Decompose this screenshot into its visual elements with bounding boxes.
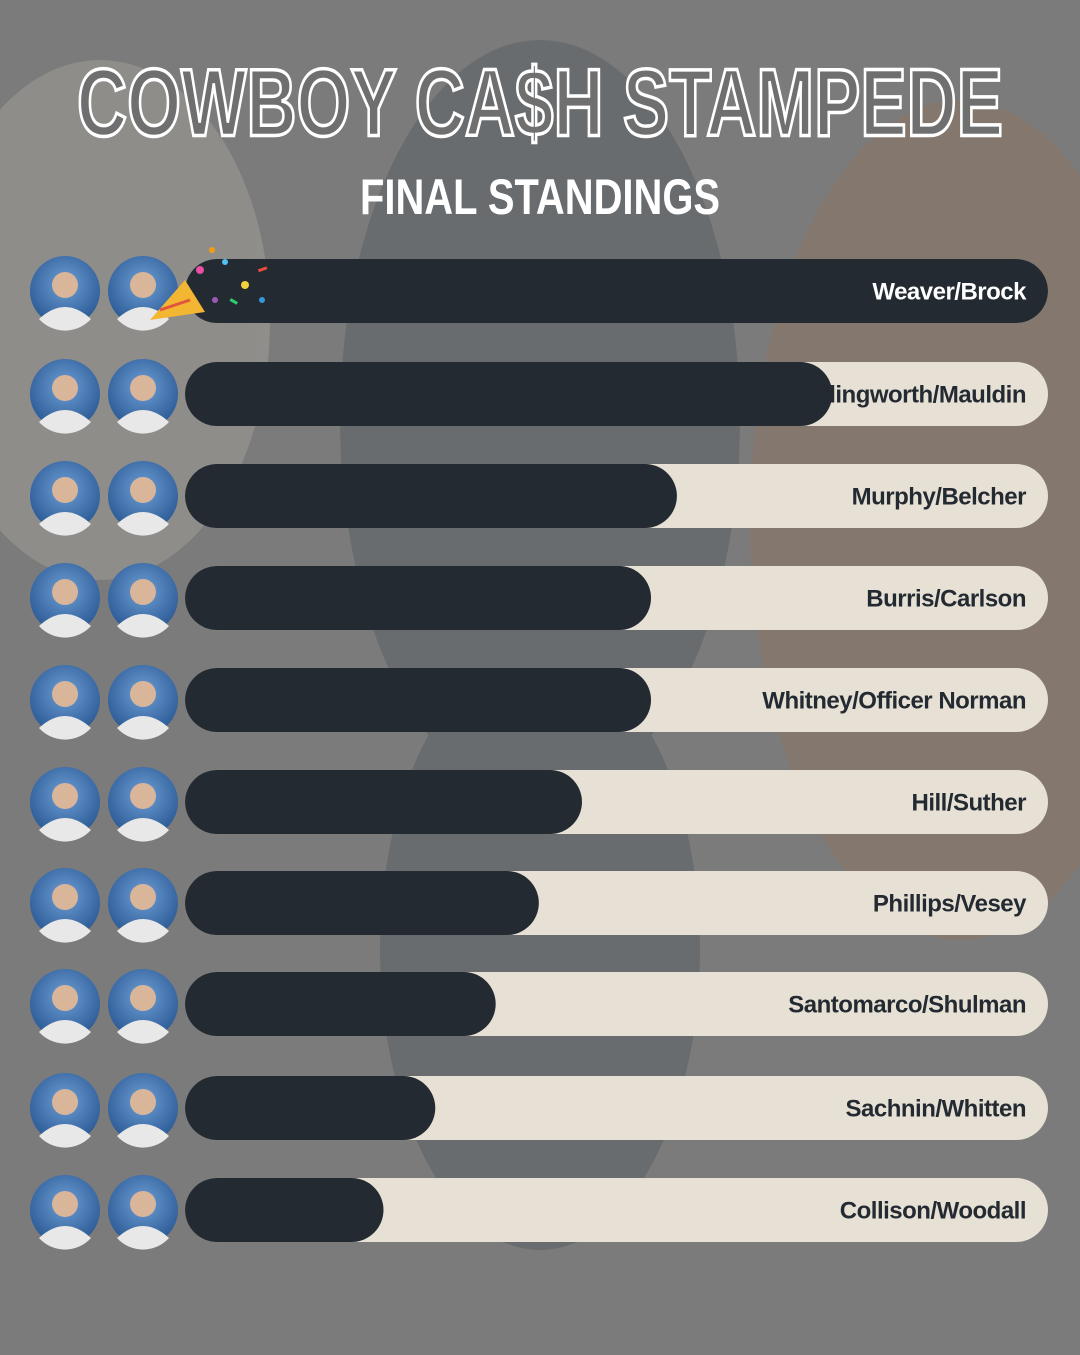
bar-label: Whitney/Officer Norman	[762, 687, 1026, 714]
avatar	[108, 969, 178, 1044]
avatar-body	[39, 1226, 91, 1250]
avatar-body	[39, 1124, 91, 1148]
avatar-head	[52, 1089, 78, 1115]
bar	[185, 464, 677, 528]
avatar-body	[39, 410, 91, 434]
avatar-body	[117, 307, 169, 331]
avatar-body	[39, 512, 91, 536]
bar	[185, 668, 652, 732]
bar-label: Santomarco/Shulman	[788, 991, 1026, 1018]
bar	[185, 259, 1048, 323]
bar	[185, 1178, 384, 1242]
avatar-body	[39, 307, 91, 331]
avatar-head	[130, 1191, 156, 1217]
avatar-body	[39, 1020, 91, 1044]
avatar	[108, 767, 178, 842]
avatar-body	[39, 919, 91, 943]
avatar	[108, 665, 178, 740]
chart-subtitle: FINAL STANDINGS	[360, 169, 720, 225]
bar-label: Weaver/Brock	[872, 278, 1027, 305]
avatar-head	[130, 884, 156, 910]
avatar-head	[52, 375, 78, 401]
confetti-icon	[150, 247, 268, 320]
avatar-body	[117, 614, 169, 638]
bar-label: Murphy/Belcher	[852, 483, 1027, 510]
avatar-head	[130, 477, 156, 503]
avatar-body	[39, 716, 91, 740]
bar-track	[185, 1178, 1048, 1242]
bar-label: Hill/Suther	[911, 789, 1026, 816]
avatar-head	[52, 579, 78, 605]
avatar	[108, 1175, 178, 1250]
avatar	[108, 563, 178, 638]
avatar-head	[52, 884, 78, 910]
avatar	[108, 359, 178, 434]
avatar-head	[52, 477, 78, 503]
avatar	[108, 868, 178, 943]
avatar-body	[117, 716, 169, 740]
avatar-body	[117, 512, 169, 536]
avatar-body	[117, 410, 169, 434]
bar	[185, 871, 539, 935]
avatar-head	[130, 783, 156, 809]
avatar-body	[39, 614, 91, 638]
avatar-head	[52, 272, 78, 298]
avatar	[30, 256, 100, 331]
avatar	[30, 969, 100, 1044]
bar-label: Phillips/Vesey	[873, 890, 1027, 917]
avatar-head	[52, 681, 78, 707]
avatar-head	[130, 272, 156, 298]
avatar-body	[117, 919, 169, 943]
bar	[185, 566, 652, 630]
avatar-head	[130, 985, 156, 1011]
avatar-body	[117, 1124, 169, 1148]
bar	[185, 770, 582, 834]
avatar-body	[117, 1226, 169, 1250]
avatar	[30, 359, 100, 434]
avatar	[30, 665, 100, 740]
avatar	[108, 1073, 178, 1148]
avatar	[30, 563, 100, 638]
chart-title: COWBOY CA$H STAMPEDE	[77, 49, 1003, 156]
bar	[185, 362, 833, 426]
bar-label: Sachnin/Whitten	[846, 1095, 1027, 1122]
avatar	[30, 868, 100, 943]
avatar-body	[117, 1020, 169, 1044]
avatar	[108, 461, 178, 536]
avatar	[108, 256, 178, 331]
avatar	[30, 1073, 100, 1148]
avatar-body	[117, 818, 169, 842]
avatar	[30, 1175, 100, 1250]
avatar	[30, 461, 100, 536]
bar-label: Burris/Carlson	[866, 585, 1026, 612]
bar	[185, 972, 496, 1036]
bar-label: Illingworth/Mauldin	[817, 381, 1026, 408]
avatar-head	[52, 1191, 78, 1217]
avatar	[30, 767, 100, 842]
rows: Weaver/Brock Illingworth/Mauldin Murphy/Be…	[30, 256, 1048, 1250]
avatar-head	[52, 985, 78, 1011]
avatar-head	[130, 681, 156, 707]
avatar-body	[39, 818, 91, 842]
avatar-head	[130, 1089, 156, 1115]
avatar-head	[130, 375, 156, 401]
bar-label: Collison/Woodall	[840, 1197, 1026, 1224]
avatar-head	[52, 783, 78, 809]
bar	[185, 1076, 436, 1140]
avatar-head	[130, 579, 156, 605]
